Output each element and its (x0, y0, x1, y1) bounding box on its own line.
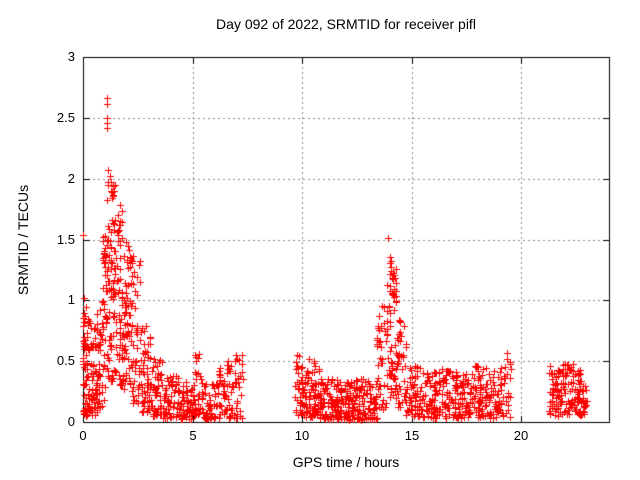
y-tick-label: 3 (67, 49, 75, 64)
x-tick-label: 5 (189, 428, 197, 443)
y-tick-label: 0 (67, 414, 75, 429)
y-tick-label: 1.5 (56, 232, 75, 247)
chart-title: Day 092 of 2022, SRMTID for receiver pif… (216, 16, 476, 32)
y-tick-label: 2.5 (56, 110, 75, 125)
y-tick-label: 1 (67, 292, 75, 307)
x-axis-label: GPS time / hours (292, 454, 400, 470)
x-tick-label: 10 (294, 428, 310, 443)
x-tick-label: 15 (404, 428, 420, 443)
x-tick-label: 20 (513, 428, 529, 443)
y-tick-label: 2 (67, 171, 75, 186)
y-tick-label: 0.5 (56, 353, 75, 368)
x-tick-label: 0 (79, 428, 87, 443)
